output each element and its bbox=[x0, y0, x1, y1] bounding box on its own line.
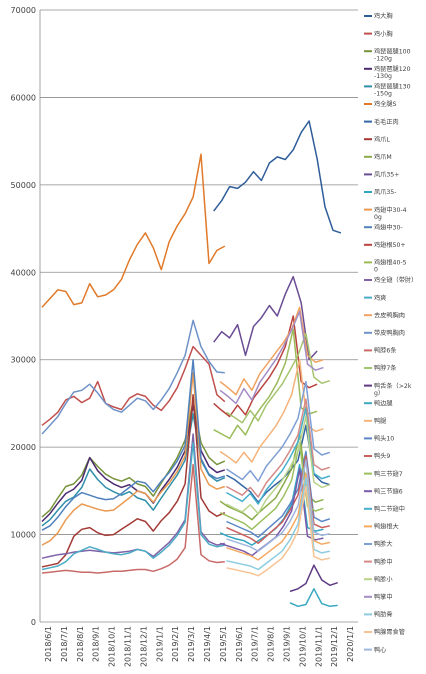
legend-label: 鸭三节翅7 bbox=[374, 470, 403, 478]
legend-label: 鸭胗中 bbox=[374, 558, 393, 566]
legend-label: 鸭边腿 bbox=[374, 399, 393, 407]
legend-label: 凤爪35- bbox=[374, 189, 396, 196]
x-tick-label: 2019/3/1 bbox=[187, 626, 196, 662]
legend-label: 鸭腿 bbox=[374, 417, 386, 425]
series-line bbox=[226, 415, 331, 515]
x-tick-label: 2020/1/1 bbox=[346, 626, 355, 662]
legend-label: 鸡琵琶腿120 -130g bbox=[374, 65, 411, 80]
legend-label: 鸡翅中30- bbox=[374, 223, 403, 231]
x-tick-label: 2019/6/1 bbox=[235, 626, 244, 662]
x-tick-label: 2018/11/1 bbox=[123, 626, 132, 667]
legend-label: 鸭腺胃食管 bbox=[374, 628, 405, 636]
legend-label: 鸭翅根大 bbox=[374, 523, 399, 531]
x-tick-label: 2019/10/1 bbox=[298, 626, 307, 667]
legend-label: 鸡大胸 bbox=[374, 12, 393, 20]
series-line bbox=[225, 332, 331, 424]
plot-area bbox=[41, 120, 342, 608]
y-tick-label: 0 bbox=[31, 618, 36, 627]
x-tick-label: 2018/7/1 bbox=[60, 626, 69, 662]
series-line bbox=[226, 455, 330, 545]
legend-label: 鸡琵琶腿100 -120g bbox=[374, 47, 411, 62]
x-tick-label: 2018/6/1 bbox=[44, 626, 53, 662]
x-tick-label: 2018/9/1 bbox=[92, 626, 101, 662]
series-line bbox=[226, 476, 330, 571]
x-tick-label: 2019/1/1 bbox=[155, 626, 164, 662]
legend-label: 带皮鸭胸肉 bbox=[374, 329, 405, 337]
legend-label: 鸭舌条（>2k g） bbox=[374, 382, 412, 397]
x-tick-label: 2019/11/1 bbox=[314, 626, 323, 667]
x-tick-label: 2019/12/1 bbox=[330, 626, 339, 667]
legend-label: 鸭胗大 bbox=[374, 540, 393, 548]
series-line bbox=[41, 393, 226, 568]
legend-label: 鸭胗小 bbox=[374, 575, 393, 583]
series-line bbox=[41, 463, 225, 574]
legend-label: 鸭掌中 bbox=[374, 593, 393, 601]
x-tick-label: 2019/2/1 bbox=[171, 626, 180, 662]
x-tick-label: 2019/8/1 bbox=[267, 626, 276, 662]
legend-label: 去皮鸭胸肉 bbox=[374, 311, 405, 319]
series-line bbox=[226, 450, 331, 538]
legend-label: 鸭脖7条 bbox=[374, 364, 397, 372]
x-tick-label: 2019/5/1 bbox=[219, 626, 228, 662]
x-tick-label: 2018/8/1 bbox=[76, 626, 85, 662]
series-line bbox=[41, 319, 225, 435]
series-line bbox=[41, 442, 225, 571]
series-line bbox=[41, 153, 226, 308]
series-line bbox=[41, 345, 226, 426]
y-tick-label: 60000 bbox=[11, 93, 36, 102]
x-axis: 2018/6/1 2018/7/1 2018/8/1 2018/9/1 2018/10/… bbox=[44, 626, 355, 667]
series-line bbox=[289, 588, 338, 608]
legend-label: 鸡爪M bbox=[374, 153, 392, 161]
legend-label: 鸭头9 bbox=[374, 452, 390, 460]
legend-label: 鸭脖6条 bbox=[374, 347, 397, 355]
legend-label: 鸡全翅（带肘） bbox=[374, 276, 417, 284]
series-line bbox=[41, 358, 226, 531]
y-tick-label: 40000 bbox=[11, 268, 36, 277]
legend-label: 鸡小胸 bbox=[374, 30, 393, 38]
legend-label: 鸭心 bbox=[374, 646, 386, 654]
y-tick-label: 70000 bbox=[11, 6, 36, 15]
series-line bbox=[213, 275, 318, 361]
legend-label: 鸡翅中30-4 0g bbox=[374, 206, 407, 221]
legend-label: 鸡爽 bbox=[374, 294, 386, 302]
legend-label: 鸡翅根40-5 0 bbox=[374, 259, 407, 274]
x-tick-label: 2019/9/1 bbox=[282, 626, 291, 662]
series-line bbox=[219, 306, 324, 396]
series-line bbox=[226, 398, 331, 498]
legend-label: 鸭头10 bbox=[374, 435, 394, 443]
y-tick-label: 50000 bbox=[11, 181, 36, 190]
series-line bbox=[226, 472, 330, 561]
legend-label: 鸡琵琶腿130 -150g bbox=[374, 83, 411, 98]
series-line bbox=[289, 564, 338, 593]
x-tick-label: 2018/12/1 bbox=[139, 626, 148, 667]
legend-label: 鸭三节翅6 bbox=[374, 487, 403, 495]
series-line bbox=[226, 407, 331, 505]
y-axis: 0 10000 20000 30000 40000 50000 60000 70000 bbox=[11, 6, 41, 627]
x-tick-label: 2018/10/1 bbox=[108, 626, 117, 667]
legend-label: 鸡翅根50+ bbox=[374, 241, 406, 249]
legend-label: 鸡全腿S bbox=[374, 100, 397, 108]
legend-label: 鸭二节翅中 bbox=[374, 505, 405, 513]
series-line bbox=[41, 372, 226, 546]
y-tick-label: 10000 bbox=[11, 531, 36, 540]
series-line bbox=[213, 328, 318, 440]
series-line bbox=[226, 459, 330, 552]
x-tick-label: 2019/4/1 bbox=[203, 626, 212, 662]
series-line bbox=[225, 380, 331, 482]
legend-label: 毛毛正肉 bbox=[374, 118, 399, 126]
legend-label: 鸭肋骨 bbox=[374, 611, 393, 619]
series-line bbox=[219, 442, 324, 531]
series-line bbox=[213, 120, 342, 234]
series-line bbox=[219, 310, 324, 405]
legend-label: 鸡爪L bbox=[374, 135, 390, 143]
y-tick-label: 20000 bbox=[11, 443, 36, 452]
legend-label: 凤爪35+ bbox=[374, 172, 399, 179]
y-tick-label: 30000 bbox=[11, 356, 36, 365]
series-line bbox=[226, 485, 330, 577]
x-tick-label: 2019/7/1 bbox=[251, 626, 260, 662]
